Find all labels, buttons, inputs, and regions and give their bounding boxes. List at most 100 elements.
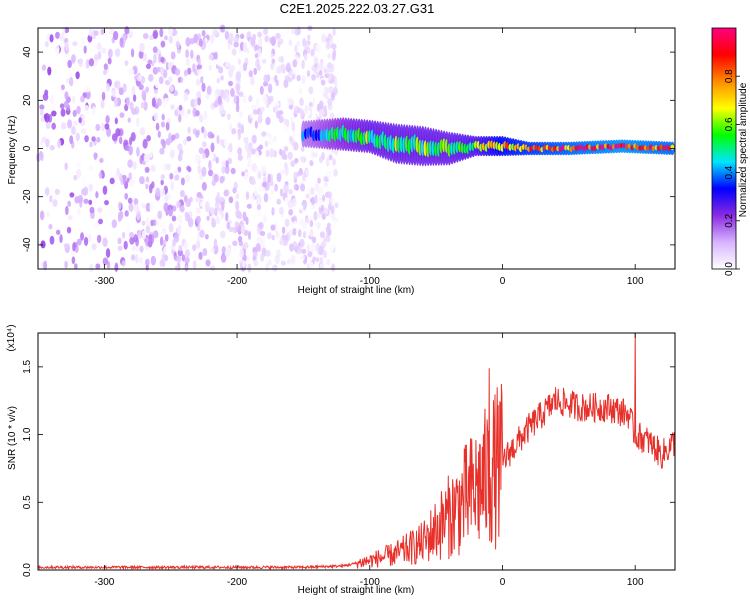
noise-dot	[132, 161, 137, 170]
noise-dot	[221, 109, 226, 115]
noise-dot	[69, 192, 75, 198]
noise-dot	[306, 69, 311, 78]
noise-dot	[97, 51, 102, 60]
noise-dot	[132, 94, 137, 102]
noise-dot	[255, 243, 261, 252]
noise-dot	[187, 166, 192, 173]
noise-dot	[88, 183, 94, 192]
noise-dot	[225, 94, 230, 103]
noise-dot	[233, 94, 237, 104]
noise-dot	[240, 224, 246, 234]
noise-dot	[83, 45, 87, 54]
noise-dot	[47, 66, 52, 76]
noise-dot	[196, 239, 201, 250]
noise-dot	[100, 99, 105, 109]
x-tick-label: -100	[360, 577, 380, 588]
noise-dot	[44, 41, 49, 48]
noise-dot	[83, 198, 89, 204]
noise-dot	[319, 263, 325, 269]
noise-dot	[209, 151, 214, 161]
noise-dot	[113, 30, 119, 41]
noise-dot	[85, 89, 91, 100]
noise-dot	[305, 169, 310, 176]
noise-dot	[301, 59, 305, 70]
noise-dot	[323, 250, 327, 259]
noise-dot	[54, 188, 60, 195]
noise-dot	[201, 29, 206, 37]
noise-dot	[318, 245, 324, 256]
noise-dot	[159, 28, 164, 38]
noise-dot	[60, 122, 67, 130]
y-tick-label: -40	[22, 237, 33, 252]
x-tick-label: -300	[94, 577, 114, 588]
noise-dot	[313, 210, 318, 221]
noise-dot	[334, 82, 338, 88]
noise-dot	[64, 91, 69, 100]
noise-dot	[269, 251, 276, 259]
noise-dot	[77, 208, 81, 215]
noise-dot	[194, 97, 198, 108]
noise-dot	[267, 259, 272, 266]
noise-dot	[224, 164, 230, 175]
noise-dot	[302, 230, 307, 239]
noise-dot	[76, 105, 81, 115]
noise-dot	[123, 240, 128, 250]
noise-dot	[250, 148, 257, 155]
noise-dot	[315, 43, 321, 53]
noise-dot	[216, 77, 221, 84]
noise-dot	[65, 205, 69, 216]
x-tick-label: -300	[94, 276, 114, 287]
noise-dot	[313, 62, 318, 69]
noise-dot	[111, 219, 117, 229]
noise-dot	[213, 51, 218, 60]
noise-dot	[301, 74, 306, 85]
noise-dot	[283, 146, 289, 152]
noise-dot	[312, 152, 318, 158]
noise-dot	[184, 265, 189, 271]
noise-dot	[91, 243, 97, 251]
noise-dot	[183, 92, 189, 102]
noise-dot	[276, 172, 282, 183]
noise-dot	[100, 28, 105, 35]
noise-dot	[129, 101, 134, 111]
noise-dot	[163, 246, 169, 255]
noise-dot	[257, 31, 262, 38]
noise-dot	[208, 53, 214, 61]
noise-dot	[221, 261, 226, 270]
noise-dot	[40, 240, 46, 249]
noise-dot	[180, 35, 186, 43]
noise-dot	[328, 203, 332, 211]
noise-dot	[212, 29, 218, 36]
figure-title: C2E1.2025.222.03.27.G31	[280, 1, 435, 16]
noise-dot	[228, 68, 234, 78]
noise-dot	[288, 104, 294, 110]
noise-dot	[45, 138, 50, 148]
noise-dot	[220, 230, 226, 239]
noise-dot	[325, 37, 330, 43]
y-tick-label: 1.5	[22, 359, 33, 373]
noise-dot	[59, 234, 63, 244]
colorbar-tick-label: 0.6	[724, 117, 735, 131]
noise-dot	[292, 227, 297, 236]
noise-dot	[76, 161, 82, 168]
colorbar-ticks: 0.0 0.2 0.4 0.6 0.8	[724, 69, 740, 276]
noise-dot	[160, 56, 165, 63]
noise-dot	[154, 78, 160, 89]
noise-dot	[252, 109, 258, 115]
noise-dot	[216, 59, 222, 66]
noise-dot	[129, 236, 135, 245]
noise-dot	[104, 123, 110, 130]
noise-dot	[230, 88, 235, 98]
noise-dot	[107, 209, 113, 217]
noise-dot	[274, 254, 280, 265]
noise-dot	[228, 123, 233, 131]
noise-dot	[330, 205, 335, 215]
noise-dot	[255, 97, 260, 107]
noise-dot	[309, 228, 314, 238]
noise-dot	[195, 207, 200, 214]
noise-dot	[198, 251, 203, 260]
noise-dot	[91, 106, 96, 116]
noise-dot	[192, 63, 196, 73]
noise-dot	[103, 63, 108, 71]
